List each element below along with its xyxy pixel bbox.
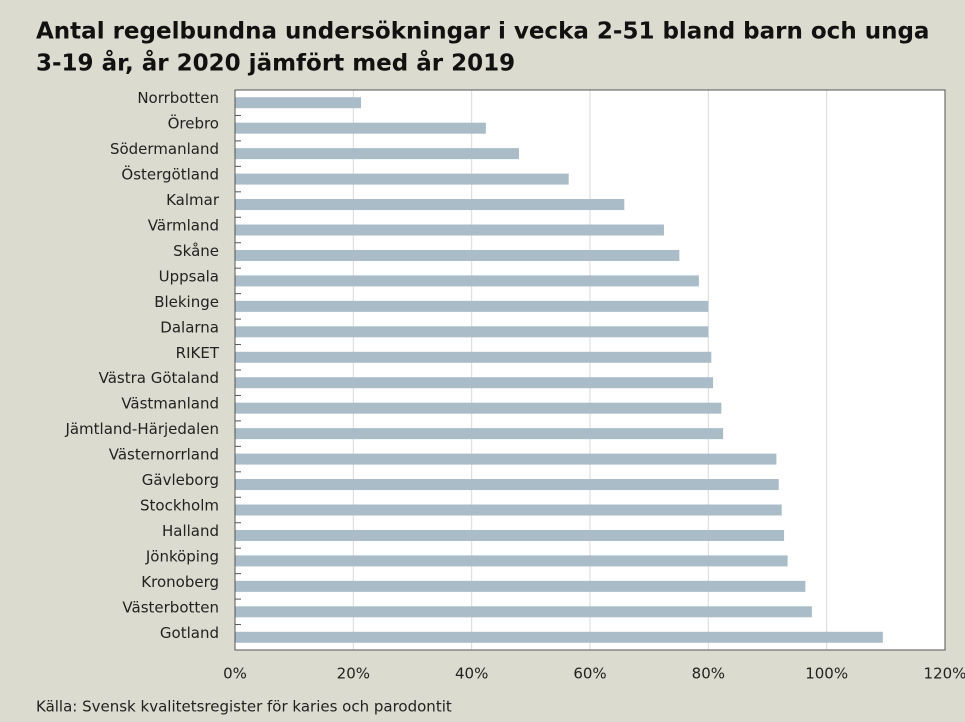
y-tick-label: Västerbotten (122, 598, 219, 616)
chart-title: 3-19 år, år 2020 jämfört med år 2019 (36, 50, 515, 77)
bar (235, 479, 779, 491)
x-tick-label: 0% (223, 665, 247, 683)
y-tick-label: Västra Götaland (99, 369, 219, 387)
y-tick-label: Skåne (173, 242, 219, 260)
y-tick-label: Östergötland (121, 165, 219, 184)
bar (235, 631, 883, 643)
bar (235, 173, 569, 185)
y-tick-label: Kronoberg (141, 573, 219, 591)
plot-border (234, 89, 946, 651)
x-tick-label: 120% (924, 665, 965, 683)
x-tick-label: 60% (573, 665, 606, 683)
x-tick-label: 80% (692, 665, 725, 683)
bar (235, 453, 777, 465)
y-tick-label: Jönköping (145, 547, 219, 565)
bar (235, 402, 722, 414)
bar (235, 97, 362, 109)
bar (235, 580, 806, 592)
y-tick-label: Halland (162, 522, 219, 540)
bar (235, 148, 519, 160)
bar (235, 122, 486, 134)
y-tick-label: Blekinge (154, 293, 219, 311)
bar (235, 555, 788, 567)
bar (235, 377, 714, 389)
y-tick-label: Uppsala (159, 267, 219, 285)
x-tick-label: 100% (805, 665, 848, 683)
y-tick-label: Södermanland (110, 140, 219, 158)
bar (235, 275, 699, 287)
bar (235, 224, 664, 236)
bar (235, 428, 724, 440)
bar (235, 199, 625, 211)
source: Källa: Svensk kvalitetsregister för kari… (36, 698, 452, 716)
y-tick-label: Värmland (148, 217, 219, 235)
bar (235, 249, 680, 261)
bar (235, 529, 785, 541)
bar (235, 606, 812, 618)
y-tick-label: RIKET (176, 344, 220, 362)
bar (235, 326, 709, 338)
y-tick-label: Gävleborg (142, 471, 219, 489)
bar (235, 351, 712, 363)
y-tick-label: Dalarna (160, 318, 219, 336)
chart-title: Antal regelbundna undersökningar i vecka… (36, 19, 929, 45)
y-tick-label: Kalmar (166, 191, 220, 209)
y-tick-label: Västernorrland (109, 446, 219, 464)
x-tick-label: 20% (337, 665, 370, 683)
x-tick-label: 40% (455, 665, 488, 683)
y-tick-label: Gotland (160, 624, 219, 642)
y-tick-label: Västmanland (121, 395, 219, 413)
bar (235, 504, 782, 516)
bar (235, 300, 709, 312)
y-tick-label: Örebro (168, 114, 219, 133)
y-tick-label: Jämtland-Härjedalen (64, 420, 219, 438)
y-tick-label: Norrbotten (137, 89, 219, 107)
y-tick-label: Stockholm (140, 497, 219, 515)
